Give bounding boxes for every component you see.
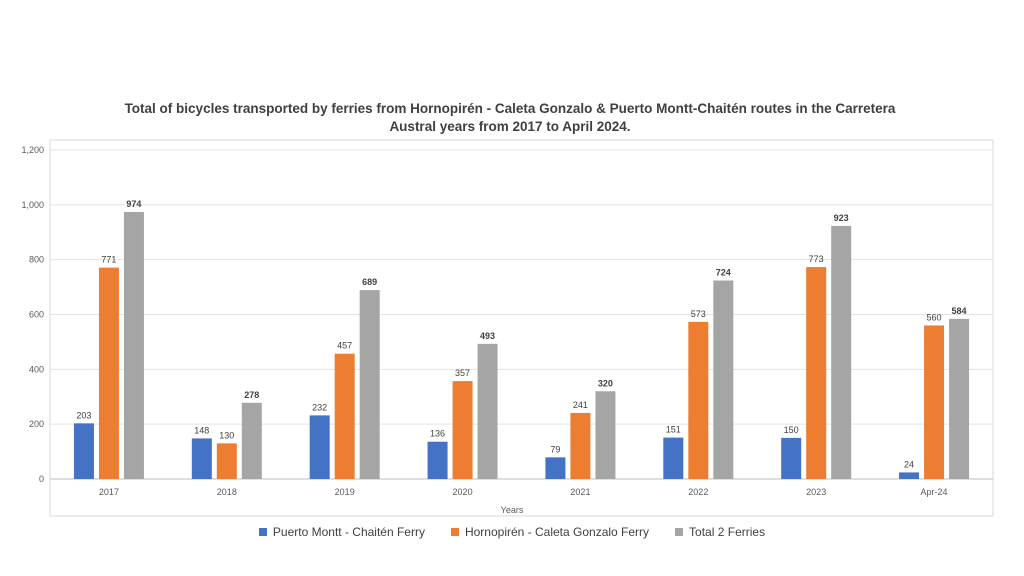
legend-label: Hornopirén - Caleta Gonzalo Ferry: [464, 525, 650, 539]
data-label: 151: [666, 425, 681, 435]
bar: [334, 353, 355, 479]
bar: [216, 443, 237, 479]
data-label: 724: [716, 268, 731, 278]
y-tick-label: 1,200: [21, 145, 44, 155]
y-tick-label: 600: [29, 310, 44, 320]
bar: [570, 412, 591, 479]
bar: [73, 423, 94, 479]
bar: [595, 391, 616, 479]
bar: [98, 267, 119, 479]
x-tick-label: 2021: [570, 487, 590, 497]
legend-item: Hornopirén - Caleta Gonzalo Ferry: [450, 525, 650, 539]
bar: [663, 437, 684, 479]
data-label: 974: [126, 199, 141, 209]
y-tick-label: 0: [39, 474, 44, 484]
bar: [899, 472, 920, 479]
bar: [831, 225, 852, 479]
data-label: 203: [76, 410, 91, 420]
bar: [123, 211, 144, 479]
data-label: 773: [809, 254, 824, 264]
x-tick-label: Apr-24: [921, 487, 948, 497]
x-tick-label: 2020: [453, 487, 473, 497]
data-label: 457: [337, 341, 352, 351]
bar: [688, 321, 709, 479]
legend-label: Puerto Montt - Chaitén Ferry: [272, 525, 425, 539]
data-label: 148: [194, 425, 209, 435]
data-label: 241: [573, 400, 588, 410]
bar: [427, 441, 448, 479]
data-label: 24: [904, 459, 914, 469]
x-tick-label: 2018: [217, 487, 237, 497]
chart-area-border: [49, 139, 994, 517]
data-label: 560: [927, 312, 942, 322]
bar: [781, 437, 802, 479]
legend-swatch: [258, 528, 267, 536]
data-label: 493: [480, 331, 495, 341]
data-label: 79: [550, 444, 560, 454]
bar: [309, 415, 330, 479]
data-label: 573: [691, 309, 706, 319]
y-tick-label: 200: [29, 419, 44, 429]
data-label: 689: [362, 277, 377, 287]
legend-label: Total 2 Ferries: [689, 525, 766, 539]
legend-swatch: [675, 528, 684, 536]
data-label: 232: [312, 402, 327, 412]
x-tick-label: 2022: [688, 487, 708, 497]
data-label: 320: [598, 378, 613, 388]
bar: [191, 438, 212, 479]
bar: [949, 318, 970, 479]
x-tick-label: 2017: [99, 487, 119, 497]
legend-item: Puerto Montt - Chaitén Ferry: [258, 525, 425, 539]
data-label: 771: [101, 255, 116, 265]
chart-title-line-1: Total of bicycles transported by ferries…: [124, 101, 896, 116]
bar: [924, 325, 945, 479]
x-tick-label: 2023: [806, 487, 826, 497]
data-label: 150: [784, 425, 799, 435]
data-label: 136: [430, 429, 445, 439]
data-label: 584: [952, 306, 967, 316]
data-label: 278: [244, 390, 259, 400]
bar: [545, 457, 566, 479]
bar: [359, 290, 380, 479]
bar: [477, 343, 498, 479]
data-label: 923: [834, 213, 849, 223]
bar: [713, 280, 734, 479]
data-label: 130: [219, 430, 234, 440]
x-tick-label: 2019: [335, 487, 355, 497]
bar: [241, 402, 262, 479]
data-label: 357: [455, 368, 470, 378]
y-tick-label: 1,000: [21, 200, 44, 210]
y-tick-label: 400: [29, 364, 44, 374]
x-axis-label: Years: [500, 505, 524, 515]
chart-legend: Puerto Montt - Chaitén Ferry Hornopirén -…: [0, 525, 1024, 539]
y-tick-label: 800: [29, 255, 44, 265]
legend-swatch: [450, 528, 459, 536]
chart-title-line-2: Austral years from 2017 to April 2024.: [389, 119, 631, 134]
bar: [806, 267, 827, 479]
bar: [452, 381, 473, 479]
legend-item: Total 2 Ferries: [675, 525, 765, 539]
